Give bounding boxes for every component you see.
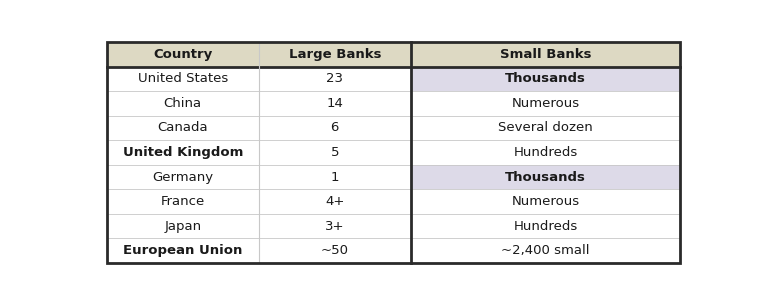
Bar xyxy=(411,42,680,67)
Text: Numerous: Numerous xyxy=(511,195,580,208)
Text: Japan: Japan xyxy=(164,220,201,233)
Text: Large Banks: Large Banks xyxy=(289,48,381,61)
Bar xyxy=(411,140,680,165)
Bar xyxy=(107,116,259,140)
Text: Hundreds: Hundreds xyxy=(514,220,578,233)
Text: Thousands: Thousands xyxy=(505,171,586,184)
Text: China: China xyxy=(164,97,202,110)
Bar xyxy=(259,189,411,214)
Text: Canada: Canada xyxy=(157,121,208,134)
Bar xyxy=(259,140,411,165)
Bar xyxy=(259,165,411,189)
Text: Small Banks: Small Banks xyxy=(500,48,591,61)
Bar xyxy=(259,214,411,238)
Bar xyxy=(411,214,680,238)
Text: Thousands: Thousands xyxy=(505,72,586,85)
Bar xyxy=(107,189,259,214)
Text: Hundreds: Hundreds xyxy=(514,146,578,159)
Text: United Kingdom: United Kingdom xyxy=(123,146,243,159)
Text: 5: 5 xyxy=(330,146,339,159)
Bar xyxy=(259,91,411,116)
Text: France: France xyxy=(161,195,205,208)
Text: Numerous: Numerous xyxy=(511,97,580,110)
Text: 6: 6 xyxy=(330,121,339,134)
Text: Germany: Germany xyxy=(152,171,214,184)
Bar xyxy=(411,238,680,263)
Text: 3+: 3+ xyxy=(325,220,345,233)
Bar xyxy=(259,238,411,263)
Bar xyxy=(107,140,259,165)
Bar xyxy=(411,116,680,140)
Bar xyxy=(107,91,259,116)
Bar xyxy=(411,91,680,116)
Text: Country: Country xyxy=(153,48,213,61)
Text: 4+: 4+ xyxy=(325,195,345,208)
Bar xyxy=(259,67,411,91)
Bar xyxy=(107,67,259,91)
Text: Several dozen: Several dozen xyxy=(498,121,593,134)
Bar xyxy=(259,42,411,67)
Bar xyxy=(107,214,259,238)
Bar xyxy=(411,165,680,189)
Text: ~2,400 small: ~2,400 small xyxy=(502,244,590,257)
Text: 1: 1 xyxy=(330,171,339,184)
Text: 14: 14 xyxy=(326,97,343,110)
Bar xyxy=(107,165,259,189)
Bar xyxy=(107,238,259,263)
Bar xyxy=(411,189,680,214)
Bar xyxy=(259,116,411,140)
Bar xyxy=(107,42,259,67)
Text: 23: 23 xyxy=(326,72,343,85)
Text: European Union: European Union xyxy=(123,244,243,257)
Bar xyxy=(411,67,680,91)
Text: United States: United States xyxy=(137,72,228,85)
Text: ~50: ~50 xyxy=(321,244,349,257)
